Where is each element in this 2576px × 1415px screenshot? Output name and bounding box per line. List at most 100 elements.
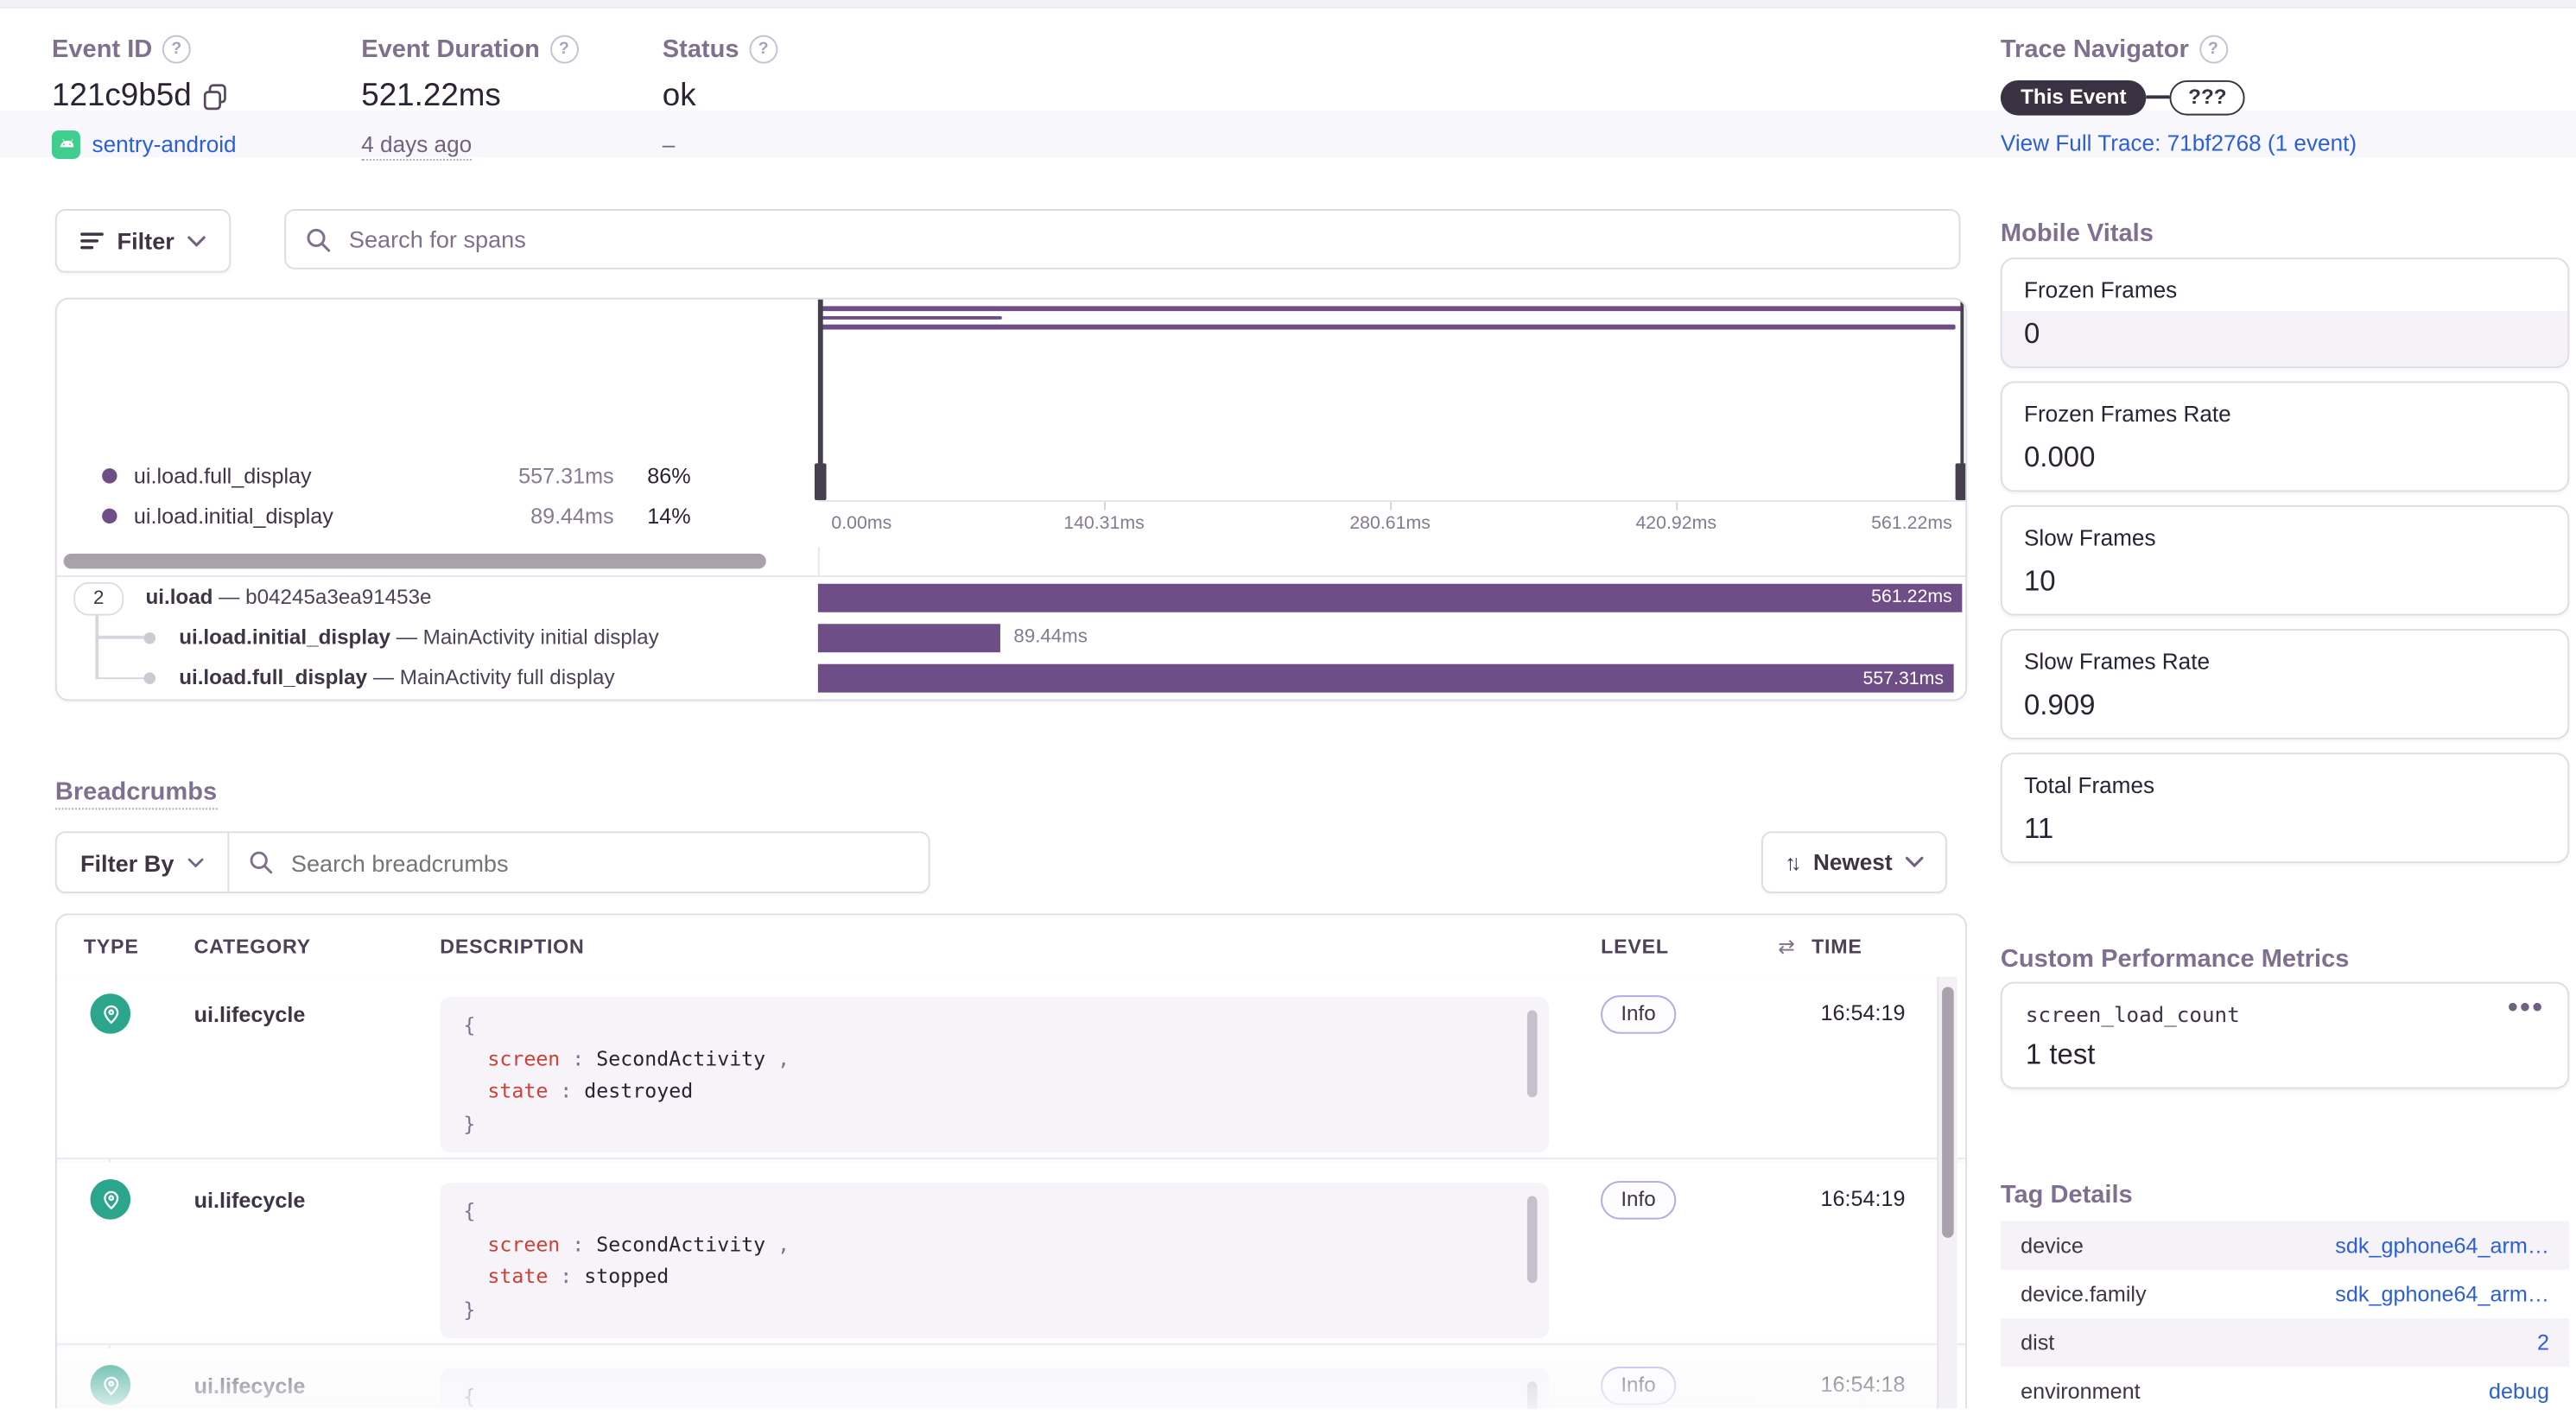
span-desc: MainActivity initial display (422, 625, 659, 649)
breadcrumbs-table: TYPE CATEGORY DESCRIPTION LEVEL ⇄ TIME u… (54, 913, 1968, 1409)
breadcrumb-code[interactable]: { screen : SecondActivity , state : stop… (440, 1183, 1550, 1339)
help-icon[interactable]: ? (2198, 35, 2228, 64)
span-row[interactable]: 2 ui.load — b04245a3ea91453e 561.22ms (57, 577, 1965, 617)
location-pin-icon (90, 1179, 131, 1220)
copy-icon[interactable] (203, 84, 228, 111)
breadcrumb-row[interactable]: ui.lifecycle { screen : SecondActivity ,… (56, 1162, 1966, 1345)
tag-row[interactable]: device.family sdk_gphone64_arm… (2001, 1270, 2569, 1318)
code-scrollbar-thumb[interactable] (1526, 1010, 1538, 1098)
tag-row[interactable]: device sdk_gphone64_arm… (2000, 1221, 2570, 1270)
help-icon[interactable]: ? (749, 35, 778, 64)
spans-search[interactable] (284, 209, 1961, 270)
vital-label: Slow Frames Rate (2023, 649, 2211, 675)
swap-sort-icon[interactable]: ⇄ (1778, 935, 1796, 959)
span-row[interactable]: ui.load.initial_display — MainActivity i… (57, 618, 1965, 657)
time-axis: 0.00ms 140.31ms 280.61ms 420.92ms 561.22… (817, 499, 1966, 549)
overflow-menu-icon[interactable]: ••• (2507, 990, 2545, 1025)
code-scrollbar-thumb[interactable] (1526, 1196, 1538, 1284)
span-bar[interactable]: 561.22ms (817, 582, 1963, 612)
help-icon[interactable]: ? (549, 35, 579, 64)
status-label: Status (662, 35, 739, 64)
legend-item[interactable]: ui.load.full_display 557.31ms 86% (57, 455, 818, 495)
legend-duration: 557.31ms (518, 462, 614, 488)
span-bar[interactable] (817, 623, 1000, 652)
top-divider (0, 0, 2576, 9)
axis-tick (1676, 501, 1678, 511)
help-icon[interactable]: ? (162, 35, 191, 64)
tag-value-link[interactable]: sdk_gphone64_arm… (2335, 1233, 2550, 1259)
minimap-left-grip[interactable] (815, 463, 827, 500)
vital-label: Frozen Frames Rate (2023, 401, 2231, 427)
breadcrumb-row[interactable]: ui.lifecycle { screen : SecondActivity ,… (56, 976, 1966, 1159)
breadcrumbs-search-input[interactable] (288, 847, 909, 878)
span-tree: 2 ui.load — b04245a3ea91453e 561.22ms ui… (56, 577, 1966, 700)
vital-card-slow-frames-rate[interactable]: Slow Frames Rate 0.909 (2000, 629, 2570, 739)
level-badge: Info (1601, 1181, 1676, 1220)
legend-item[interactable]: ui.load.initial_display 89.44ms 14% (57, 495, 818, 535)
trace-navigator-label: Trace Navigator (2000, 35, 2189, 64)
event-id-block: Event ID? 121c9b5d sentry-android (52, 35, 237, 159)
spans-filter-label: Filter (117, 227, 174, 255)
event-id-label: Event ID (52, 35, 153, 64)
view-full-trace-link[interactable]: View Full Trace: 71bf2768 (1 event) (2000, 130, 2357, 155)
span-tree-hscrollbar (56, 547, 1966, 578)
breadcrumbs-sort-button[interactable]: ↑↓ Newest (1761, 831, 1948, 894)
vital-value: 0.909 (2023, 688, 2096, 721)
metric-value: 1 test (2025, 1038, 2096, 1071)
tag-value-link[interactable]: 2 (2537, 1329, 2550, 1355)
project-link[interactable]: sentry-android (92, 131, 237, 158)
location-pin-icon (90, 1365, 131, 1405)
vital-card-frozen-frames-rate[interactable]: Frozen Frames Rate 0.000 (2000, 381, 2570, 492)
breadcrumb-time: 16:54:19 (1820, 999, 1906, 1025)
hscrollbar-thumb[interactable] (63, 553, 766, 569)
col-time[interactable]: TIME (1811, 935, 1862, 959)
tag-value-link[interactable]: sdk_gphone64_arm… (2335, 1281, 2550, 1307)
span-duration: 561.22ms (1871, 587, 1952, 607)
status-value: ok (662, 79, 696, 114)
span-op: ui.load (145, 584, 213, 608)
tag-value-link[interactable]: debug (2489, 1378, 2550, 1404)
minimap-left-handle[interactable] (817, 299, 822, 500)
status-block: Status? ok – (662, 35, 778, 157)
breadcrumb-code[interactable]: { (440, 1367, 1550, 1409)
vital-card-frozen-frames[interactable]: Frozen Frames 0 (2000, 257, 2570, 368)
breadcrumbs-vscrollbar (1937, 976, 1957, 1409)
minimap-right-handle[interactable] (1959, 299, 1964, 500)
spans-filter-button[interactable]: Filter (54, 209, 232, 273)
tag-row[interactable]: dist 2 (2000, 1317, 2570, 1367)
next-event-pill[interactable]: ??? (2169, 79, 2245, 115)
vital-card-total-frames[interactable]: Total Frames 11 (2000, 752, 2570, 864)
span-duration: 557.31ms (1862, 668, 1945, 688)
breadcrumbs-filter-by-button[interactable]: Filter By (57, 833, 230, 892)
span-bar[interactable]: 557.31ms (817, 663, 1954, 693)
tree-connector (95, 612, 98, 680)
tree-connector (95, 635, 144, 638)
this-event-pill[interactable]: This Event (2000, 79, 2147, 115)
event-age[interactable]: 4 days ago (361, 132, 473, 161)
spans-search-input[interactable] (346, 224, 1939, 255)
span-row[interactable]: ui.load.full_display — MainActivity full… (57, 658, 1965, 698)
breadcrumbs-search[interactable] (229, 833, 928, 892)
chevron-down-icon (187, 857, 204, 867)
col-category: CATEGORY (194, 935, 311, 959)
breadcrumb-code[interactable]: { screen : SecondActivity , state : dest… (440, 997, 1550, 1153)
span-children-badge[interactable]: 2 (73, 581, 124, 616)
breadcrumb-row[interactable]: ui.lifecycle { Info 16:54:18 (56, 1348, 1966, 1409)
minimap-right-grip[interactable] (1955, 463, 1966, 500)
vscrollbar-thumb[interactable] (1942, 987, 1954, 1238)
event-duration-value: 521.22ms (361, 79, 501, 114)
minimap-span-bar (821, 324, 1956, 329)
vital-label: Frozen Frames (2023, 277, 2178, 303)
custom-metrics-title: Custom Performance Metrics (2000, 945, 2350, 974)
filter-by-label: Filter By (79, 848, 174, 876)
tag-key: device.family (2021, 1281, 2147, 1307)
tag-row[interactable]: environment debug (2001, 1367, 2569, 1415)
legend-dot-icon (102, 507, 117, 523)
custom-metric-card[interactable]: screen_load_count ••• 1 test (2000, 981, 2570, 1089)
chevron-down-icon (1906, 856, 1924, 868)
legend-dot-icon (102, 467, 117, 483)
code-scrollbar-thumb[interactable] (1526, 1381, 1538, 1409)
sort-label: Newest (1813, 849, 1893, 875)
col-level: LEVEL (1601, 935, 1669, 959)
vital-card-slow-frames[interactable]: Slow Frames 10 (2000, 504, 2570, 616)
